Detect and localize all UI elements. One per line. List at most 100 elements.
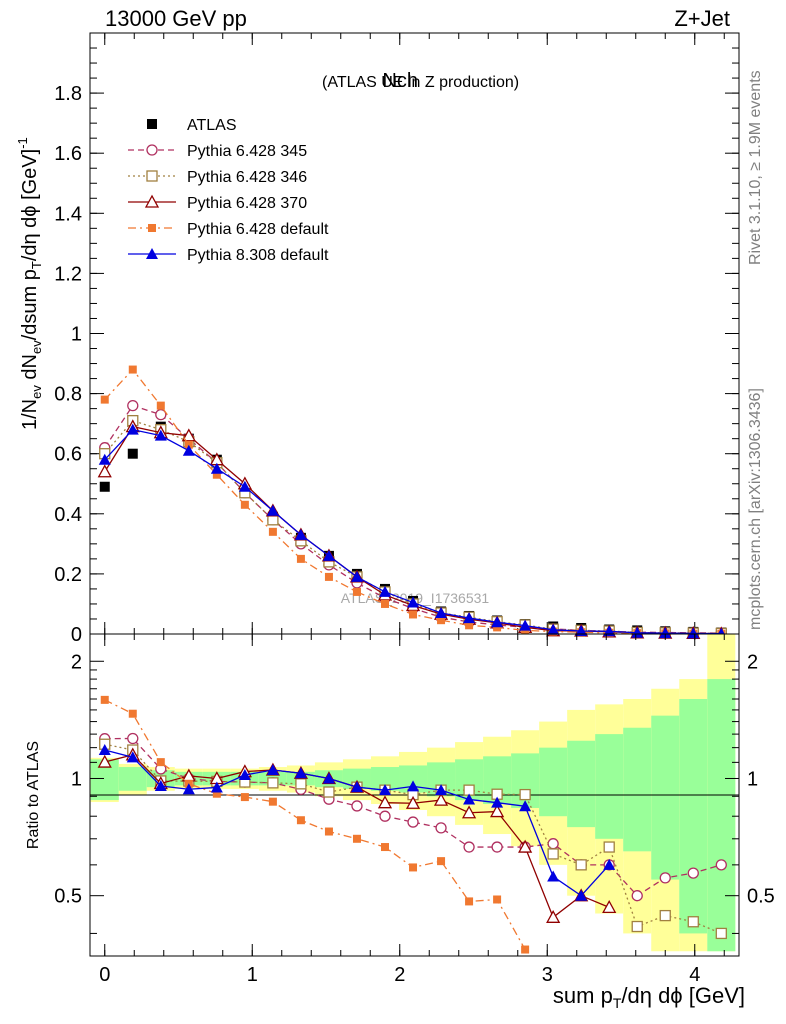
main-y-tick-label: 0.4 <box>54 504 82 526</box>
ratio-point <box>352 834 361 843</box>
ratio-band-inner <box>623 727 652 852</box>
ratio-point <box>433 792 449 806</box>
ratio-point <box>659 909 671 922</box>
ratio-point <box>715 927 727 940</box>
data-point <box>99 481 110 492</box>
ratio-point <box>240 793 249 802</box>
ratio-point <box>547 848 559 860</box>
main-y-tick-label: 0.2 <box>54 564 82 586</box>
ratio-band-inner <box>707 679 736 952</box>
legend-marker <box>147 119 157 129</box>
legend-entry: Pythia 6.428 default <box>128 221 329 238</box>
ratio-point <box>156 758 165 767</box>
data-point <box>268 527 277 536</box>
ratio-point <box>154 779 167 791</box>
data-point <box>547 623 560 635</box>
data-point <box>519 619 532 631</box>
ratio-point <box>296 816 305 825</box>
ratio-point <box>546 909 561 923</box>
ratio-point <box>212 789 221 798</box>
main-y-tick-label: 1.4 <box>54 203 82 225</box>
ratio-point <box>379 810 391 822</box>
data-point <box>210 462 223 474</box>
legend-marker <box>144 194 160 208</box>
data-point <box>463 612 476 624</box>
main-y-tick-label: 0.6 <box>54 444 82 466</box>
data-point <box>379 585 391 597</box>
header-right: Z+Jet <box>674 6 730 31</box>
data-point <box>97 464 112 478</box>
series-5 <box>98 423 728 639</box>
ratio-y-tick-label-right: 2 <box>747 651 758 673</box>
ratio-point <box>126 751 139 763</box>
data-point <box>465 621 474 630</box>
data-point <box>184 440 193 449</box>
ratio-point <box>519 800 532 812</box>
main-y-tick-label: 1.6 <box>54 143 82 165</box>
ratio-point <box>267 777 279 789</box>
ratio-point <box>631 890 643 902</box>
legend-label: Pythia 6.428 345 <box>187 143 307 160</box>
ratio-band-inner <box>651 715 680 880</box>
ratio-point <box>493 895 502 904</box>
legend-marker <box>148 224 156 232</box>
ratio-band-inner <box>567 740 596 828</box>
data-point <box>155 408 167 421</box>
legend-label: Pythia 6.428 346 <box>187 169 307 186</box>
data-point <box>631 626 644 638</box>
plot-title: Nch <box>382 70 418 92</box>
ratio-point <box>491 841 503 853</box>
x-tick-label: 1 <box>247 964 258 986</box>
data-point <box>491 616 504 628</box>
ratio-y-tick-label: 0.5 <box>54 886 82 908</box>
ratio-point <box>518 839 533 853</box>
ratio-band-inner <box>118 767 147 791</box>
data-point <box>294 528 307 540</box>
mcplots-reference-text: mcplots.cern.ch [arXiv:1306.3436] <box>747 388 764 630</box>
ratio-line <box>104 699 526 950</box>
ratio-point <box>687 916 699 928</box>
ratio-point <box>322 772 335 784</box>
ratio-band-inner <box>539 747 568 817</box>
data-point <box>212 470 221 479</box>
ratio-point <box>182 783 195 795</box>
ratio-point <box>631 920 643 933</box>
ratio-point <box>437 857 446 866</box>
data-point <box>238 480 251 492</box>
main-y-tick-label: 0 <box>71 624 82 646</box>
legend-marker <box>146 144 158 156</box>
data-point <box>154 429 167 441</box>
ratio-point <box>268 797 277 806</box>
ratio-point <box>381 843 389 852</box>
legend-marker <box>146 248 158 259</box>
ratio-point <box>490 804 505 818</box>
ratio-point <box>603 841 615 853</box>
main-y-label: 1/Nev dNev/dsum pT/dη dϕ [GeV]-1 <box>15 137 44 430</box>
main-y-tick-label: 1.8 <box>54 83 82 105</box>
main-y-tick-label: 1 <box>71 324 82 346</box>
data-point <box>352 587 361 596</box>
x-axis-label: sum pT/dη dϕ [GeV] <box>553 983 745 1011</box>
ratio-point <box>405 795 421 809</box>
main-series <box>97 365 729 640</box>
svg-text:sum pT/dη dϕ [GeV]: sum pT/dη dϕ [GeV] <box>553 983 745 1011</box>
data-point <box>240 500 249 509</box>
ratio-y-label: Ratio to ATLAS <box>25 741 42 849</box>
ratio-point <box>491 796 504 808</box>
ratio-band-inner <box>370 767 400 791</box>
ratio-point <box>687 867 699 879</box>
x-tick-label: 4 <box>689 964 700 986</box>
data-point <box>493 623 502 632</box>
ratio-y-tick-label: 1 <box>71 768 82 790</box>
ratio-point <box>324 827 333 836</box>
ratio-point <box>266 764 279 776</box>
svg-text:1/Nev dNev/dsum pT/dη dϕ [GeV]: 1/Nev dNev/dsum pT/dη dϕ [GeV]-1 <box>15 137 44 430</box>
ratio-point <box>465 897 474 906</box>
ratio-band-inner <box>342 768 371 789</box>
main-y-tick-label: 0.8 <box>54 384 82 406</box>
ratio-point <box>379 784 391 796</box>
data-point <box>98 453 111 465</box>
rivet-version-text: Rivet 3.1.10, ≥ 1.9M events <box>747 70 764 265</box>
main-axis-ticks: 0 0.2 0.4 0.6 0.8 1 1.2 1.4 1.6 1.8 <box>54 33 739 646</box>
